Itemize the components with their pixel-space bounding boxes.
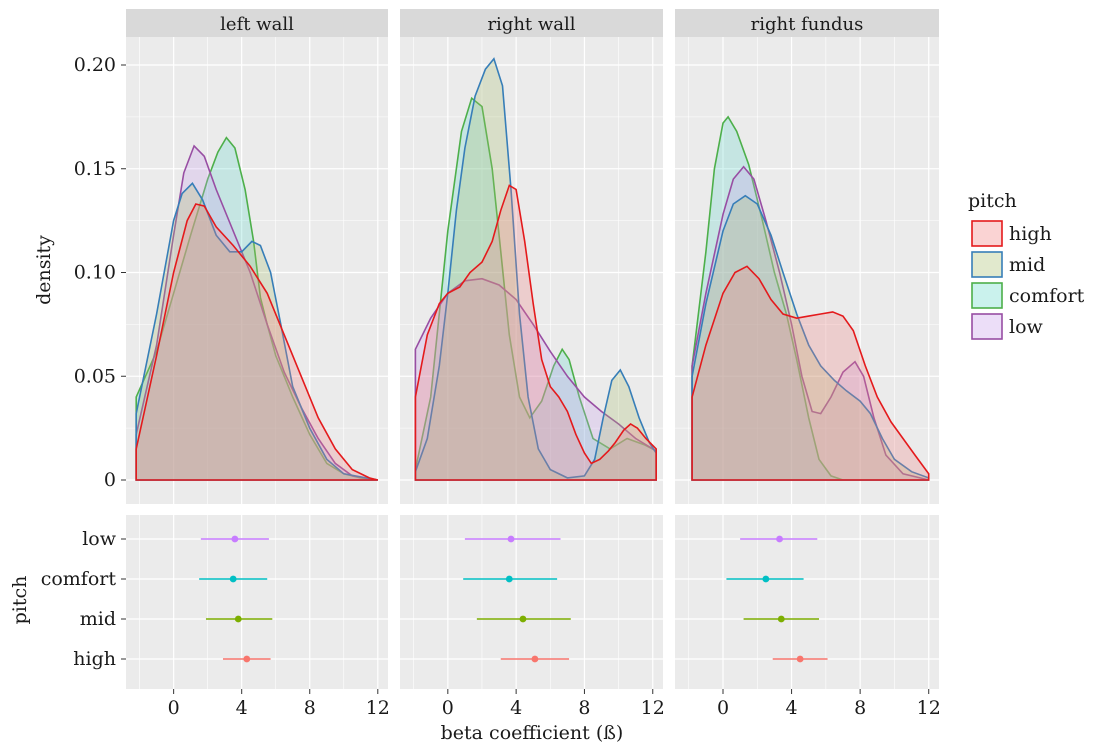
interval-panel [126,515,388,689]
x-tick-label: 12 [641,697,665,719]
density-area-comfort [136,137,378,480]
facet-label: right wall [487,14,575,35]
facet-strip [126,9,388,37]
interval-point-mid [519,615,527,623]
legend-label-comfort: comfort [1009,285,1085,307]
y-tick-label-comfort: comfort [41,568,117,590]
interval-point-mid [777,615,785,623]
x-tick-label: 0 [442,697,454,719]
x-tick-label: 8 [578,697,590,719]
interval-point-mid [234,615,242,623]
density-area-mid [415,58,657,481]
facet-label: right fundus [751,14,864,35]
density-line-high [135,203,378,481]
interval-panel [400,515,663,689]
interval-point-comfort [762,575,770,583]
density-line-high [691,265,930,481]
interval-point-low [507,535,515,543]
density-line-low [691,165,929,481]
y-axis-title-density: density [33,235,55,305]
facet-strip [675,9,939,37]
y-tick-label: 0.10 [74,262,116,284]
legend-title: pitch [968,190,1017,212]
density-area-mid [136,183,378,481]
x-tick-label: 8 [304,697,316,719]
density-area-low [415,278,657,480]
density-area-comfort [692,116,929,481]
y-tick-label-high: high [73,648,116,670]
density-line-comfort [691,115,929,481]
y-axis-title-pitch: pitch [9,576,31,625]
interval-point-low [231,535,239,543]
legend-key-bg [971,282,1003,309]
x-tick-label: 0 [168,697,180,719]
interval-point-comfort [505,575,513,583]
legend-label-mid: mid [1009,254,1045,276]
y-tick-label-low: low [82,528,117,550]
legend-key-comfort [971,282,1003,309]
density-area-high [136,204,378,480]
x-axis-title: beta coefficient (ß) [441,722,624,744]
legend-key-bg [971,251,1003,278]
interval-point-high [243,655,251,663]
facet-strip [400,9,663,37]
x-tick-label: 0 [717,697,729,719]
density-area-mid [692,195,929,480]
y-tick-label: 0.15 [74,158,116,180]
interval-point-comfort [229,575,237,583]
x-tick-label: 4 [236,697,248,719]
legend-key-high [971,220,1003,247]
y-tick-label-mid: mid [80,608,116,630]
x-tick-label: 12 [366,697,390,719]
x-tick-label: 4 [786,697,798,719]
legend-label-high: high [1009,223,1052,245]
legend-key-low [971,313,1003,340]
density-area-comfort [415,98,657,480]
density-line-mid [414,57,657,481]
density-area-low [136,145,378,480]
density-line-comfort [414,96,657,481]
density-area-high [692,266,929,480]
x-tick-label: 8 [854,697,866,719]
x-tick-label: 4 [510,697,522,719]
legend-key-bg [971,220,1003,247]
y-tick-label: 0.20 [74,54,116,76]
x-tick-label: 12 [917,697,941,719]
legend-label-low: low [1009,316,1044,338]
interval-point-high [796,655,804,663]
density-area-high [415,185,657,480]
interval-point-high [531,655,539,663]
legend-key-bg [971,313,1003,340]
y-tick-label: 0.05 [74,365,116,387]
density-line-mid [135,182,378,481]
density-line-mid [691,194,930,481]
interval-point-low [776,535,783,543]
density-line-high [414,184,657,481]
legend-key-mid [971,251,1003,278]
interval-panel [675,515,939,689]
y-tick-label: 0 [104,469,116,491]
facet-label: left wall [220,14,294,35]
